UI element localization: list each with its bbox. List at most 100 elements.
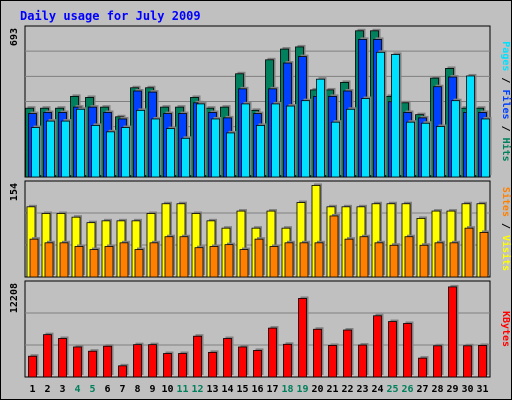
- bar-pages: [436, 126, 445, 178]
- x-tick-label: 12: [191, 384, 203, 395]
- bar-sites: [179, 236, 189, 278]
- bar-kbytes: [418, 357, 427, 378]
- y-max-label-sites_visits: 154: [9, 183, 20, 201]
- bar-kbytes: [403, 323, 412, 378]
- x-tick-label: 10: [161, 384, 173, 395]
- x-tick-label: 26: [401, 384, 413, 395]
- x-tick-label: 22: [341, 384, 353, 395]
- bar-pages: [316, 78, 325, 178]
- bar-pages: [181, 137, 190, 178]
- bar-sites: [254, 238, 264, 278]
- bar-kbytes: [268, 327, 277, 378]
- bar-kbytes: [253, 350, 262, 378]
- bar-kbytes: [208, 351, 217, 378]
- panel-sites_visits: 154 Sites / Visits: [9, 180, 512, 278]
- x-tick-label: 21: [326, 384, 338, 395]
- bar-kbytes: [358, 344, 367, 378]
- y-axis-label-part: Hits: [500, 138, 512, 162]
- bar-kbytes: [328, 345, 337, 378]
- bar-pages: [226, 132, 235, 178]
- y-max-label-pages_files_hits: 693: [9, 28, 20, 46]
- y-axis-label-kbytes: KBytes: [500, 311, 511, 347]
- bar-kbytes: [148, 344, 157, 378]
- bar-kbytes: [448, 286, 457, 378]
- y-axis-label-part: Files: [500, 89, 512, 119]
- x-tick-label: 1: [29, 384, 35, 395]
- x-tick-label: 8: [134, 384, 140, 395]
- bar-sites: [359, 236, 369, 278]
- y-axis-label-part: KBytes: [500, 311, 511, 347]
- bar-sites: [344, 238, 354, 278]
- x-tick-label: 13: [206, 384, 218, 395]
- bar-pages: [376, 51, 385, 178]
- bar-kbytes: [388, 321, 397, 378]
- bar-pages: [136, 109, 145, 178]
- bar-sites: [239, 249, 249, 278]
- bar-kbytes: [133, 344, 142, 378]
- bar-kbytes: [463, 345, 472, 378]
- bar-pages: [106, 131, 115, 178]
- bar-kbytes: [178, 353, 187, 378]
- bar-kbytes: [58, 338, 67, 378]
- bar-sites: [284, 242, 294, 278]
- bar-sites: [434, 242, 444, 278]
- bar-kbytes: [118, 365, 127, 378]
- y-axis-label-pages_files_hits: Pages / Files / Hits: [500, 41, 512, 161]
- x-tick-label: 16: [251, 384, 263, 395]
- bar-sites: [149, 242, 159, 278]
- chart-panels: 693 Pages / Files / Hits 154 Sites / Visits…: [9, 25, 512, 378]
- bar-kbytes: [223, 338, 232, 378]
- bar-pages: [76, 108, 85, 178]
- bar-pages: [451, 100, 460, 178]
- bar-pages: [391, 54, 400, 178]
- x-tick-label: 15: [236, 384, 248, 395]
- bar-pages: [406, 121, 415, 178]
- x-tick-label: 7: [119, 384, 125, 395]
- x-tick-label: 3: [59, 384, 65, 395]
- bar-pages: [196, 103, 205, 178]
- bar-sites: [329, 215, 339, 278]
- bar-sites: [134, 249, 144, 278]
- bar-kbytes: [313, 328, 322, 378]
- bar-sites: [464, 227, 474, 278]
- x-tick-label: 11: [176, 384, 188, 395]
- bar-sites: [449, 242, 459, 278]
- bar-kbytes: [478, 345, 487, 378]
- bar-kbytes: [238, 346, 247, 378]
- bar-pages: [46, 120, 55, 178]
- bar-sites: [419, 244, 429, 278]
- bar-kbytes: [43, 334, 52, 378]
- bar-sites: [59, 242, 69, 278]
- bar-kbytes: [28, 355, 37, 378]
- y-max-label-kbytes: 12208: [9, 283, 20, 313]
- y-axis-label-separator: /: [500, 71, 511, 89]
- y-axis-label-part: Sites: [500, 187, 512, 217]
- bar-sites: [164, 236, 174, 278]
- x-tick-label: 20: [311, 384, 323, 395]
- bar-kbytes: [298, 298, 307, 378]
- bar-sites: [269, 246, 279, 278]
- bar-sites: [119, 242, 129, 278]
- bar-pages: [466, 75, 475, 178]
- y-axis-label-part: Pages: [500, 41, 511, 71]
- bar-pages: [166, 128, 175, 178]
- x-tick-label: 30: [461, 384, 473, 395]
- bar-pages: [421, 122, 430, 178]
- bar-pages: [61, 120, 70, 178]
- x-tick-label: 14: [221, 384, 233, 395]
- x-tick-label: 25: [386, 384, 398, 395]
- bar-kbytes: [103, 345, 112, 378]
- x-tick-label: 2: [44, 384, 50, 395]
- bar-pages: [91, 124, 100, 178]
- y-axis-label-separator: /: [500, 120, 511, 138]
- bar-pages: [286, 105, 295, 178]
- bar-kbytes: [73, 346, 82, 378]
- y-axis-label-sites_visits: Sites / Visits: [500, 187, 512, 271]
- x-tick-label: 6: [104, 384, 110, 395]
- bar-kbytes: [193, 335, 202, 378]
- bar-pages: [121, 127, 130, 178]
- bar-sites: [89, 249, 99, 278]
- bar-sites: [374, 242, 384, 278]
- bar-sites: [404, 236, 414, 278]
